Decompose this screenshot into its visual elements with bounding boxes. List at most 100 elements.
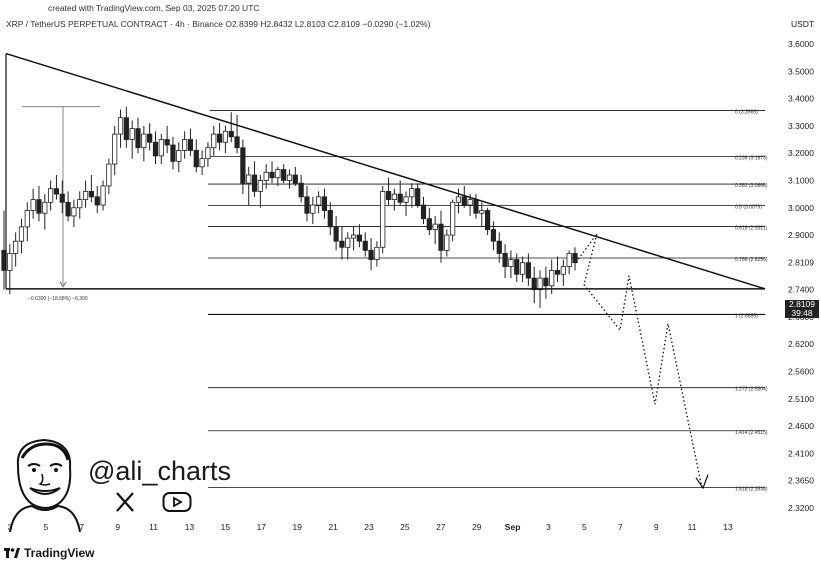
candle: [129, 128, 135, 140]
price-tick-label: 3.6000: [788, 39, 814, 49]
candle: [356, 234, 363, 242]
candle: [339, 240, 345, 248]
candle: [176, 150, 182, 162]
measure-arrowhead: [59, 281, 67, 288]
candle: [123, 117, 129, 140]
candle: [438, 223, 444, 251]
candle: [549, 269, 555, 287]
triangle-resistance-line: [5, 52, 766, 290]
candle: [164, 139, 170, 146]
fib-level-label: 1.272 (2.5304): [735, 387, 768, 393]
candle: [426, 218, 432, 231]
candle: [345, 237, 351, 248]
created-note: created with TradingView.com, Sep 03, 20…: [48, 3, 260, 13]
candle: [473, 199, 479, 214]
candle: [199, 158, 205, 168]
candle: [368, 249, 374, 260]
date-tick-label: 3: [546, 522, 551, 532]
candle: [415, 188, 421, 206]
date-tick-label: 13: [185, 522, 195, 532]
candle: [403, 196, 409, 203]
candle: [71, 207, 77, 217]
candle: [112, 133, 118, 165]
price-tick-label: 2.5100: [788, 394, 814, 404]
candle: [566, 253, 572, 267]
candle: [24, 210, 30, 228]
candle: [222, 130, 229, 143]
price-tick-label: 3.3000: [788, 121, 814, 131]
price-tick-label: 3.0000: [788, 203, 814, 213]
candle: [432, 223, 438, 230]
candle: [246, 174, 252, 184]
candle: [228, 130, 234, 138]
candle: [48, 188, 54, 203]
candle: [519, 262, 526, 275]
date-tick-label: 7: [79, 522, 84, 532]
candle: [327, 210, 333, 228]
candle: [193, 150, 199, 168]
projected-path: [575, 233, 703, 489]
date-tick-label: 17: [257, 522, 267, 532]
candle: [292, 174, 298, 184]
candle: [158, 139, 164, 157]
fib-level-label: 1.414 (2.4515): [735, 430, 768, 436]
price-tick-label: 3.4000: [788, 94, 814, 104]
fib-level-label: 0.618 (2.9311): [735, 226, 767, 232]
candle: [170, 144, 176, 162]
candle: [502, 253, 508, 267]
candle: [30, 199, 36, 211]
candle: [350, 234, 357, 239]
date-tick-label: 7: [618, 522, 623, 532]
candle: [310, 204, 316, 214]
date-tick-label: 11: [149, 522, 158, 532]
candle: [420, 204, 427, 220]
fib-level-label: 0.5 (3.0079): [735, 205, 762, 211]
date-tick-label: 9: [115, 522, 120, 532]
candle: [100, 185, 106, 206]
candle: [374, 246, 380, 260]
date-tick-label: 5: [44, 522, 49, 532]
candle: [135, 128, 141, 149]
candle: [554, 269, 561, 275]
x-icon[interactable]: [110, 489, 140, 515]
date-tick-label: 15: [221, 522, 231, 532]
fib-level-label: 0 (3.3565): [735, 109, 758, 115]
price-tick-label: 3.2000: [788, 148, 814, 158]
candle: [152, 141, 159, 157]
candle: [269, 171, 275, 179]
candle: [77, 199, 83, 209]
candle: [182, 139, 188, 151]
candle: [263, 171, 269, 181]
currency-label: USDT: [791, 19, 815, 29]
candle: [391, 193, 397, 200]
last-price-tag: 2.8109 39:48: [785, 300, 819, 318]
candle: [385, 190, 392, 200]
candle: [275, 169, 281, 179]
date-tick-label: 9: [654, 522, 659, 532]
measure-label: −0.6300 (−18.68%) −6,300: [28, 296, 88, 302]
price-tick-label: 2.5600: [788, 367, 814, 377]
candle: [257, 180, 263, 192]
youtube-icon[interactable]: [162, 489, 192, 515]
candle: [7, 253, 13, 271]
date-tick-label: 23: [364, 522, 374, 532]
candle: [106, 163, 112, 187]
candle: [216, 133, 223, 143]
fib-level-label: 0.382 (3.0868): [735, 183, 768, 189]
candle: [88, 190, 94, 198]
candle: [531, 277, 537, 291]
candle: [147, 133, 153, 143]
candle: [251, 174, 258, 192]
candle: [321, 196, 328, 211]
tradingview-wordmark: TradingView: [24, 546, 95, 560]
candle: [234, 136, 240, 149]
author-avatar: [9, 438, 81, 532]
fib-level-label: 0.786 (2.8250): [735, 257, 768, 263]
candle: [240, 147, 246, 184]
date-tick-label: Sep: [505, 522, 521, 532]
price-tick-label: 2.7400: [788, 285, 814, 295]
candle: [537, 277, 543, 291]
candle: [397, 193, 403, 203]
author-handle: @ali_charts: [88, 456, 231, 486]
